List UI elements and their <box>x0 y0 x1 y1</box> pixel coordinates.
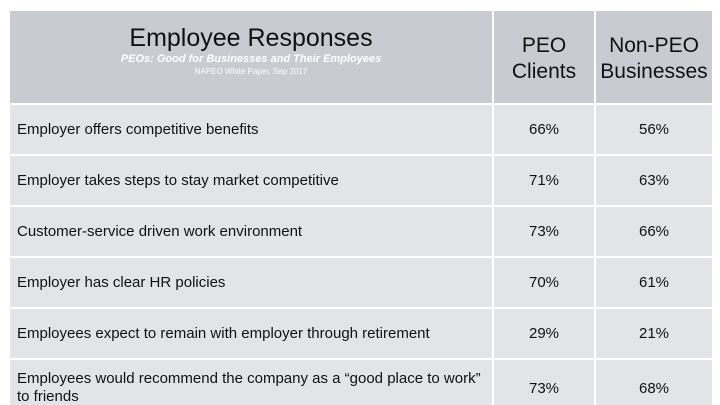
column-header-peo-line2: Clients <box>511 60 577 83</box>
table-row: Customer-service driven work environment… <box>8 205 714 258</box>
table-source: NAPEO White Paper, Sep 2017 <box>194 67 308 76</box>
row-label: Employer takes steps to stay market comp… <box>8 154 494 207</box>
nonpeo-value: 21% <box>594 307 714 360</box>
nonpeo-value: 63% <box>594 154 714 207</box>
table-row: Employees expect to remain with employer… <box>8 307 714 360</box>
nonpeo-value: 56% <box>594 103 714 156</box>
table-row: Employer takes steps to stay market comp… <box>8 154 714 207</box>
peo-value: 29% <box>492 307 596 360</box>
column-header-nonpeo: Non-PEO Businesses <box>594 9 714 105</box>
peo-value: 70% <box>492 256 596 309</box>
table-subtitle: PEOs: Good for Businesses and Their Empl… <box>120 53 382 65</box>
peo-value: 66% <box>492 103 596 156</box>
row-label: Employer has clear HR policies <box>8 256 494 309</box>
table-row: Employer has clear HR policies 70% 61% <box>8 256 714 309</box>
title-cell: Employee Responses PEOs: Good for Busine… <box>8 9 494 105</box>
row-label: Employees would recommend the company as… <box>8 358 494 405</box>
table-row: Employees would recommend the company as… <box>8 358 714 405</box>
nonpeo-value: 66% <box>594 205 714 258</box>
row-label: Employees expect to remain with employer… <box>8 307 494 360</box>
table-title: Employee Responses <box>129 24 373 52</box>
nonpeo-value: 68% <box>594 358 714 405</box>
responses-table: Employee Responses PEOs: Good for Busine… <box>8 9 714 405</box>
table-row: Employer offers competitive benefits 66%… <box>8 103 714 156</box>
column-header-nonpeo-line2: Businesses <box>600 60 708 83</box>
column-header-peo-line1: PEO <box>521 34 567 57</box>
peo-value: 71% <box>492 154 596 207</box>
peo-value: 73% <box>492 358 596 405</box>
nonpeo-value: 61% <box>594 256 714 309</box>
row-label: Customer-service driven work environment <box>8 205 494 258</box>
row-label: Employer offers competitive benefits <box>8 103 494 156</box>
header-row: Employee Responses PEOs: Good for Busine… <box>8 9 714 105</box>
column-header-nonpeo-line1: Non-PEO <box>609 34 699 57</box>
column-header-peo: PEO Clients <box>492 9 596 105</box>
peo-value: 73% <box>492 205 596 258</box>
